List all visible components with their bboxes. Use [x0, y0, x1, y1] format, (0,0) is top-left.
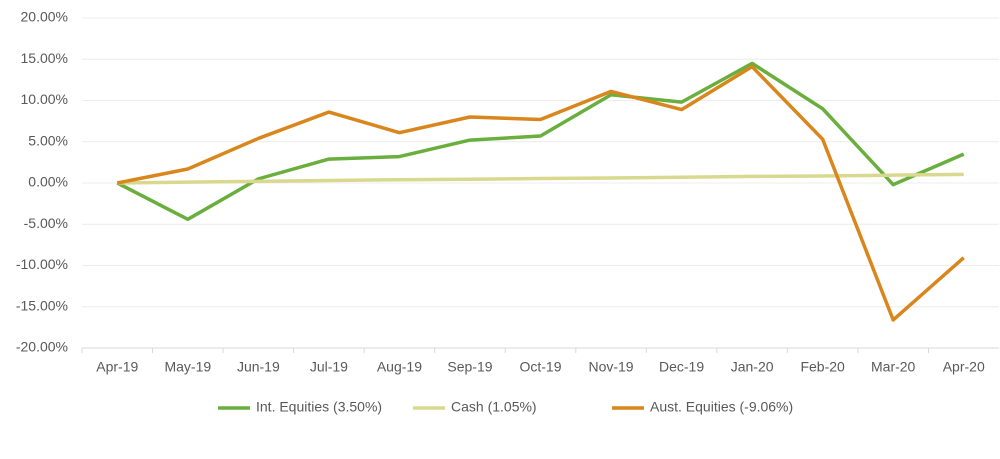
x-tick-label: Oct-19	[519, 359, 561, 375]
x-tick-label: Feb-20	[800, 359, 845, 375]
legend-label: Aust. Equities (-9.06%)	[650, 399, 793, 415]
x-tick-label: Mar-20	[871, 359, 916, 375]
series-line	[116, 61, 965, 222]
x-tick-label: Jul-19	[310, 359, 348, 375]
x-tick-label: Sep-19	[447, 359, 492, 375]
y-tick-label: 20.00%	[21, 9, 68, 25]
x-tick-label: Apr-20	[943, 359, 985, 375]
legend-label: Int. Equities (3.50%)	[256, 399, 382, 415]
x-tick-label: May-19	[164, 359, 211, 375]
x-tick-label: Jan-20	[731, 359, 774, 375]
x-tick-label: Apr-19	[96, 359, 138, 375]
x-tick-label: Nov-19	[588, 359, 633, 375]
y-tick-label: -10.00%	[16, 256, 68, 272]
y-tick-label: 15.00%	[21, 50, 68, 66]
y-tick-label: -15.00%	[16, 297, 68, 313]
y-tick-label: 5.00%	[28, 132, 68, 148]
y-tick-label: -20.00%	[16, 339, 68, 355]
series-line	[116, 64, 965, 322]
legend-label: Cash (1.05%)	[451, 399, 537, 415]
x-tick-label: Jun-19	[237, 359, 280, 375]
y-tick-label: 10.00%	[21, 91, 68, 107]
x-tick-label: Aug-19	[377, 359, 422, 375]
series-line	[117, 172, 964, 185]
y-tick-label: -5.00%	[24, 215, 68, 231]
y-tick-label: 0.00%	[28, 174, 68, 190]
x-tick-label: Dec-19	[659, 359, 704, 375]
